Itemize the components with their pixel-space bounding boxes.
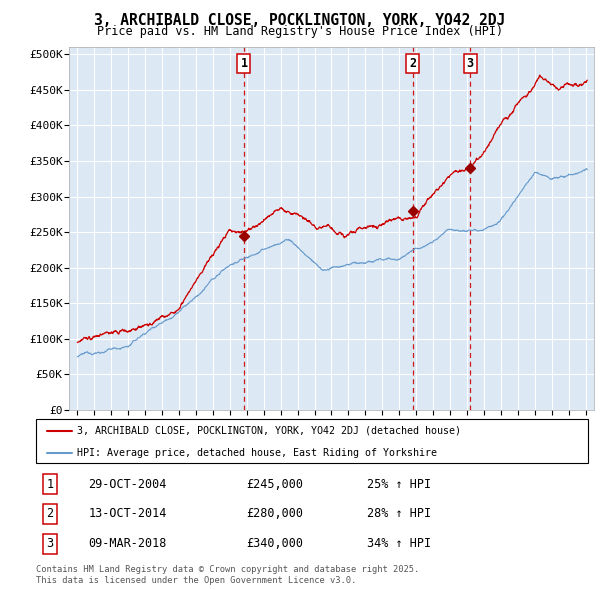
Text: 3, ARCHIBALD CLOSE, POCKLINGTON, YORK, YO42 2DJ: 3, ARCHIBALD CLOSE, POCKLINGTON, YORK, Y… [94, 13, 506, 28]
Text: 13-OCT-2014: 13-OCT-2014 [88, 507, 167, 520]
Text: Price paid vs. HM Land Registry's House Price Index (HPI): Price paid vs. HM Land Registry's House … [97, 25, 503, 38]
Text: 3: 3 [46, 537, 53, 550]
Text: 25% ↑ HPI: 25% ↑ HPI [367, 477, 431, 490]
Text: HPI: Average price, detached house, East Riding of Yorkshire: HPI: Average price, detached house, East… [77, 448, 437, 458]
Text: 1: 1 [241, 57, 248, 70]
Text: 3, ARCHIBALD CLOSE, POCKLINGTON, YORK, YO42 2DJ (detached house): 3, ARCHIBALD CLOSE, POCKLINGTON, YORK, Y… [77, 426, 461, 436]
Text: 2: 2 [46, 507, 53, 520]
Text: 28% ↑ HPI: 28% ↑ HPI [367, 507, 431, 520]
Text: 29-OCT-2004: 29-OCT-2004 [88, 477, 167, 490]
Text: £340,000: £340,000 [246, 537, 303, 550]
Text: 3: 3 [467, 57, 474, 70]
Text: 2: 2 [409, 57, 416, 70]
Text: 1: 1 [46, 477, 53, 490]
Text: £280,000: £280,000 [246, 507, 303, 520]
Text: 34% ↑ HPI: 34% ↑ HPI [367, 537, 431, 550]
Text: £245,000: £245,000 [246, 477, 303, 490]
Text: 09-MAR-2018: 09-MAR-2018 [88, 537, 167, 550]
Text: Contains HM Land Registry data © Crown copyright and database right 2025.
This d: Contains HM Land Registry data © Crown c… [36, 565, 419, 585]
